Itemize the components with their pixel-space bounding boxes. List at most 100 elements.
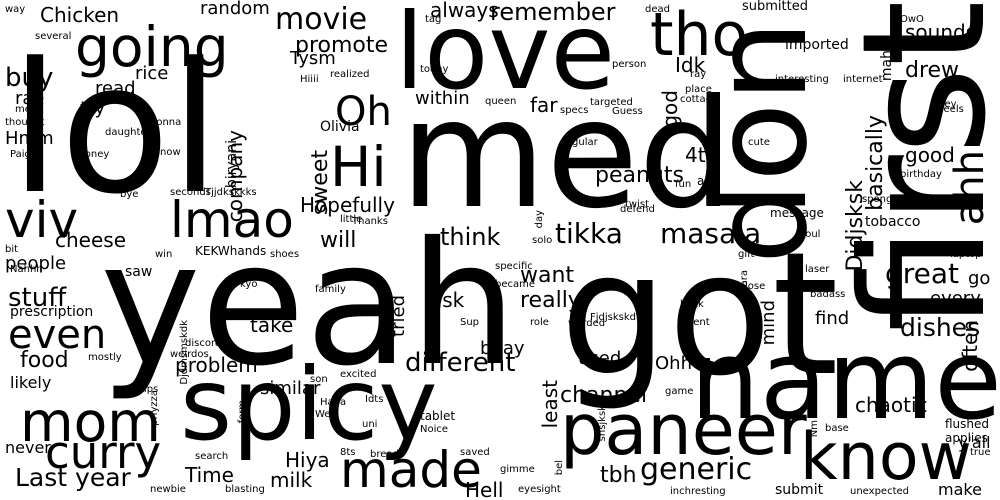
word-made: made — [340, 441, 482, 499]
word-buy: buy — [5, 63, 54, 93]
word-base: base — [825, 423, 849, 434]
word-lose: lose — [745, 281, 766, 292]
word-back: back — [680, 299, 704, 310]
word-search: search — [195, 451, 229, 462]
word-win: win — [155, 249, 173, 260]
word-sent: sent — [688, 317, 710, 328]
word-regular: regular — [562, 137, 598, 148]
word-hmm: Hmm — [5, 128, 54, 149]
word-sup: Sup — [460, 317, 480, 328]
word-game: game — [665, 386, 694, 397]
word-worded: worded — [568, 318, 606, 329]
word-rae: rae — [15, 88, 45, 109]
word-hopefully: Hopefully — [300, 193, 395, 217]
word-owo: OwO — [900, 14, 924, 25]
word-kekwhands: KEKWhands — [195, 244, 267, 258]
word-saw: saw — [125, 264, 153, 280]
word-badass: badass — [810, 289, 846, 300]
word-today: today — [420, 64, 449, 75]
word-food: food — [20, 348, 69, 373]
word-lmao: lmao — [170, 191, 294, 249]
word-tbh: tbh — [600, 463, 637, 488]
word-dead: dead — [645, 4, 670, 15]
word-feels: feels — [940, 104, 964, 115]
word-great: great — [885, 257, 960, 290]
word-rice: rice — [135, 63, 169, 84]
word-saved: saved — [460, 447, 490, 458]
word-gimme: gimme — [500, 464, 535, 475]
word-ad: ad — [697, 174, 712, 188]
word-good: good — [905, 143, 955, 167]
word-now: now — [160, 147, 181, 158]
word-y-all: y'all — [958, 433, 991, 452]
word-milk: milk — [270, 468, 313, 492]
word-several: several — [35, 31, 72, 42]
word-tobacco: tobacco — [865, 214, 921, 230]
word-sponge: sponge — [862, 194, 899, 205]
word-fjdjskskdkb: Fjdjskskdkb — [590, 312, 649, 323]
word-want: want — [520, 263, 575, 288]
word-hiiii: Hiiii — [300, 74, 319, 85]
word-hell: Hell — [465, 478, 504, 500]
word-cute: cute — [748, 137, 770, 148]
word-place: place — [685, 84, 712, 95]
word-flushed: flushed — [945, 417, 990, 431]
word-interesting: interesting — [775, 74, 829, 85]
word-oh: Oh — [335, 89, 392, 135]
word-imported: imported — [785, 37, 849, 53]
word-ask: ask — [430, 288, 465, 312]
word-people: people — [5, 253, 67, 274]
word-yeah: yeah — [100, 206, 518, 404]
word-bit: bit — [5, 244, 19, 255]
word-name: name — [690, 316, 1000, 444]
word-used: used — [578, 348, 622, 369]
word-newbie: newbie — [150, 484, 186, 495]
word-day: day — [534, 210, 545, 229]
word-got: got — [560, 216, 839, 414]
word-going: going — [75, 15, 229, 79]
word-daughter: daughter — [105, 127, 151, 138]
word-med: med — [400, 68, 734, 242]
word-masala: masala — [660, 217, 762, 250]
word-cottage: cottage — [680, 94, 719, 105]
word-became: became — [495, 279, 536, 290]
word-tikka: tikka — [555, 217, 623, 250]
word-promote: promote — [295, 33, 389, 58]
word-movie: movie — [275, 2, 368, 37]
word-likely: likely — [10, 373, 52, 392]
word-bye: bye — [120, 189, 139, 200]
word-take: take — [250, 313, 294, 337]
word-targeted: targeted — [590, 97, 633, 108]
word-inchresting: inchresting — [670, 486, 726, 497]
word-family: family — [315, 284, 346, 295]
word-tried: tried — [388, 295, 409, 337]
word-within: within — [415, 88, 470, 109]
word-person: person — [612, 59, 647, 70]
word-try: try — [80, 98, 106, 119]
word-haha: Haha — [320, 397, 347, 408]
word-tablet: tablet — [420, 409, 456, 423]
word-different: different — [405, 348, 516, 378]
word-love: love — [395, 0, 616, 113]
word-mind: mind — [758, 300, 779, 346]
word-school: school — [900, 193, 958, 214]
word-tag: tag — [425, 14, 442, 25]
word-viv: viv — [5, 191, 79, 249]
word-sounds: sounds — [905, 20, 977, 44]
word-find: find — [815, 308, 850, 329]
word-lol: lol — [10, 25, 221, 234]
word-idts: Idts — [365, 394, 384, 405]
word-bread: bread — [370, 449, 399, 460]
word-f: F — [565, 74, 571, 85]
word-every: every — [930, 288, 981, 309]
word-4th: 4th — [685, 143, 719, 167]
word-chicken: Chicken — [40, 3, 120, 27]
word-queen: queen — [485, 96, 517, 107]
word-excited: excited — [340, 369, 377, 380]
word-peanuts: peanuts — [595, 163, 684, 188]
word-time: Time — [185, 463, 234, 487]
word-problem: problem — [175, 353, 258, 377]
word-remember: remember — [490, 0, 616, 26]
word-paige: Paige — [10, 149, 37, 160]
word-blasting: blasting — [225, 484, 265, 495]
